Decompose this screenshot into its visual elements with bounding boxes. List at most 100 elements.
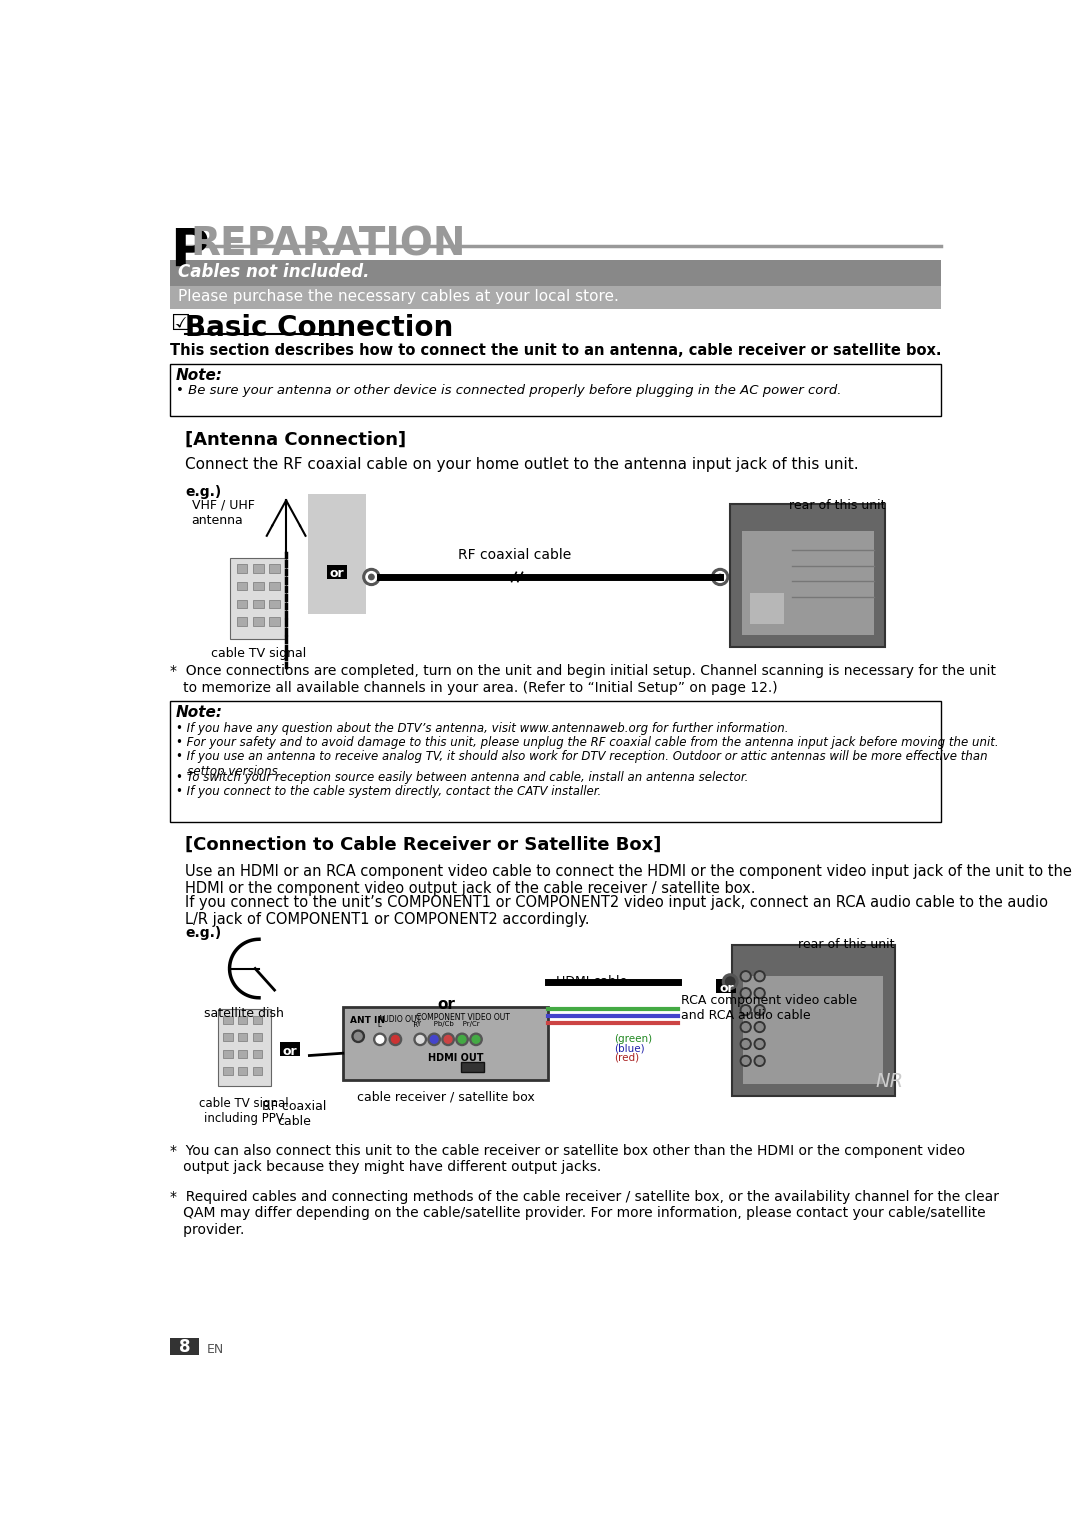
Text: EN: EN	[207, 1343, 225, 1355]
Text: RCA component video cable
and RCA audio cable: RCA component video cable and RCA audio …	[681, 993, 858, 1022]
Text: (red): (red)	[613, 1053, 639, 1062]
Text: *  Required cables and connecting methods of the cable receiver / satellite box,: * Required cables and connecting methods…	[170, 1190, 999, 1236]
Bar	[237, 618, 247, 626]
Circle shape	[740, 987, 751, 998]
Text: (green): (green)	[613, 1035, 652, 1044]
Circle shape	[456, 1033, 469, 1045]
Text: rear of this unit: rear of this unit	[788, 499, 886, 511]
Circle shape	[754, 971, 765, 981]
Bar	[224, 1050, 232, 1058]
Bar	[238, 1016, 247, 1024]
Circle shape	[740, 1056, 751, 1067]
Bar	[743, 977, 882, 1083]
Circle shape	[740, 1021, 751, 1033]
Text: If you connect to the unit’s COMPONENT1 or COMPONENT2 video input jack, connect : If you connect to the unit’s COMPONENT1 …	[186, 894, 1049, 926]
Bar	[253, 1033, 262, 1041]
Text: (blue): (blue)	[613, 1044, 645, 1053]
Bar	[237, 600, 247, 609]
Bar	[170, 1338, 200, 1355]
Circle shape	[742, 1007, 750, 1013]
Circle shape	[374, 1033, 387, 1045]
Text: • Be sure your antenna or other device is connected properly before plugging in : • Be sure your antenna or other device i…	[176, 385, 841, 397]
Text: ☑: ☑	[170, 314, 190, 334]
Text: COMPONENT VIDEO OUT: COMPONENT VIDEO OUT	[416, 1013, 510, 1022]
Bar	[253, 1016, 262, 1024]
Circle shape	[756, 1007, 764, 1013]
Circle shape	[754, 987, 765, 998]
Circle shape	[444, 1036, 451, 1044]
Bar	[238, 1067, 247, 1074]
Circle shape	[354, 1033, 362, 1041]
Bar	[253, 1050, 262, 1058]
Circle shape	[740, 1004, 751, 1015]
Circle shape	[458, 1036, 465, 1044]
Bar	[308, 494, 366, 613]
Bar	[269, 565, 280, 572]
Text: • If you have any question about the DTV’s antenna, visit www.antennaweb.org for: • If you have any question about the DTV…	[176, 722, 788, 736]
Bar	[269, 618, 280, 626]
Circle shape	[726, 977, 734, 986]
Text: RF coaxial
cable: RF coaxial cable	[261, 1100, 326, 1128]
Circle shape	[756, 1058, 764, 1065]
Circle shape	[723, 974, 738, 989]
Circle shape	[470, 1033, 482, 1045]
Bar	[253, 581, 264, 591]
Bar	[224, 1067, 232, 1074]
Circle shape	[368, 574, 374, 580]
Text: cable TV signal
including PPV: cable TV signal including PPV	[200, 1097, 289, 1125]
Circle shape	[392, 1036, 400, 1044]
Text: Y      Pb/Cb    Pr/Cr: Y Pb/Cb Pr/Cr	[416, 1021, 480, 1027]
Circle shape	[742, 990, 750, 996]
Text: RF coaxial cable: RF coaxial cable	[458, 548, 571, 562]
Circle shape	[756, 1024, 764, 1030]
Circle shape	[740, 1039, 751, 1050]
Text: e.g.): e.g.)	[186, 926, 221, 940]
Text: rear of this unit: rear of this unit	[798, 937, 894, 951]
Bar	[230, 559, 286, 639]
Circle shape	[363, 569, 380, 586]
Bar	[342, 1007, 548, 1080]
Text: • If you connect to the cable system directly, contact the CATV installer.: • If you connect to the cable system dir…	[176, 786, 602, 798]
Bar	[238, 1033, 247, 1041]
Circle shape	[754, 1039, 765, 1050]
Bar	[224, 1033, 232, 1041]
Text: Connect the RF coaxial cable on your home outlet to the antenna input jack of th: Connect the RF coaxial cable on your hom…	[186, 458, 859, 472]
Text: or: or	[283, 1045, 297, 1058]
Circle shape	[352, 1030, 364, 1042]
Circle shape	[742, 972, 750, 980]
Bar	[327, 565, 347, 578]
Bar	[170, 287, 941, 310]
Circle shape	[742, 1024, 750, 1030]
Text: Note:: Note:	[176, 705, 224, 720]
Bar	[280, 1042, 300, 1056]
Circle shape	[712, 569, 729, 586]
Text: *  You can also connect this unit to the cable receiver or satellite box other t: * You can also connect this unit to the …	[170, 1144, 966, 1175]
Bar	[750, 592, 784, 624]
Text: • If you use an antenna to receive analog TV, it should also work for DTV recept: • If you use an antenna to receive analo…	[176, 749, 988, 778]
Text: This section describes how to connect the unit to an antenna, cable receiver or : This section describes how to connect th…	[170, 343, 942, 359]
Circle shape	[472, 1036, 480, 1044]
Bar	[253, 618, 264, 626]
Bar	[716, 980, 737, 993]
Circle shape	[428, 1033, 441, 1045]
Circle shape	[756, 972, 764, 980]
Circle shape	[366, 572, 377, 583]
Bar	[730, 504, 886, 647]
Text: or: or	[719, 981, 733, 995]
Bar	[224, 1016, 232, 1024]
Text: HDMI cable: HDMI cable	[556, 975, 627, 989]
Text: HDMI OUT: HDMI OUT	[428, 1053, 484, 1064]
Text: [Connection to Cable Receiver or Satellite Box]: [Connection to Cable Receiver or Satelli…	[186, 836, 662, 855]
Text: Basic Connection: Basic Connection	[186, 314, 454, 342]
Text: L              R: L R	[378, 1022, 418, 1029]
Bar	[237, 565, 247, 572]
Circle shape	[414, 1033, 427, 1045]
Circle shape	[756, 990, 764, 996]
Bar	[237, 581, 247, 591]
Circle shape	[754, 1056, 765, 1067]
Bar	[460, 1062, 484, 1073]
Circle shape	[376, 1036, 383, 1044]
Text: or: or	[437, 996, 456, 1012]
Text: REPARATION: REPARATION	[191, 226, 467, 264]
Bar	[253, 600, 264, 609]
